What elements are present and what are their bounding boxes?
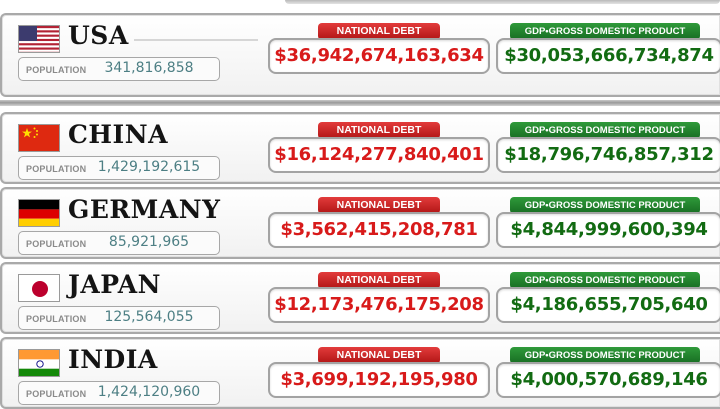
population-label: POPULATION <box>26 239 87 249</box>
gdp-badge: GDP•GROSS DOMESTIC PRODUCT <box>510 347 700 364</box>
gdp-badge: GDP•GROSS DOMESTIC PRODUCT <box>510 197 700 214</box>
country-row-india: INDIA POPULATION 1,424,120,960 NATIONAL … <box>0 337 720 409</box>
country-name: CHINA <box>68 120 168 149</box>
national-debt-value: $36,942,674,163,634 <box>274 45 484 66</box>
gdp-box: $30,053,666,734,874 <box>496 38 720 74</box>
national-debt-badge: NATIONAL DEBT <box>318 272 440 289</box>
top-border <box>285 0 720 4</box>
population-label: POPULATION <box>26 389 87 399</box>
gdp-box: $4,000,570,689,146 <box>496 362 720 398</box>
national-debt-box: $3,699,192,195,980 <box>268 362 490 398</box>
population-box: POPULATION 1,424,120,960 <box>18 381 220 405</box>
gdp-box: $4,844,999,600,394 <box>496 212 720 248</box>
population-value: 85,921,965 <box>108 234 190 250</box>
usa-flag-icon <box>18 25 60 53</box>
name-underline <box>134 39 258 41</box>
country-name: INDIA <box>68 345 158 374</box>
national-debt-badge: NATIONAL DEBT <box>318 23 440 40</box>
population-box: POPULATION 85,921,965 <box>18 231 220 255</box>
gdp-box: $4,186,655,705,640 <box>496 287 720 323</box>
gdp-value: $30,053,666,734,874 <box>504 45 714 66</box>
national-debt-value: $3,699,192,195,980 <box>280 369 478 390</box>
gdp-badge: GDP•GROSS DOMESTIC PRODUCT <box>510 122 700 139</box>
national-debt-badge: NATIONAL DEBT <box>318 197 440 214</box>
india-flag-icon <box>18 349 60 377</box>
gdp-value: $4,844,999,600,394 <box>510 219 708 240</box>
national-debt-box: $3,562,415,208,781 <box>268 212 490 248</box>
gdp-box: $18,796,746,857,312 <box>496 137 720 173</box>
population-label: POPULATION <box>26 65 87 75</box>
national-debt-box: $36,942,674,163,634 <box>268 38 490 74</box>
gdp-value: $4,000,570,689,146 <box>510 369 708 390</box>
population-value: 341,816,858 <box>104 60 194 76</box>
national-debt-badge: NATIONAL DEBT <box>318 347 440 364</box>
national-debt-value: $3,562,415,208,781 <box>280 219 478 240</box>
national-debt-box: $12,173,476,175,208 <box>268 287 490 323</box>
section-divider <box>0 100 720 106</box>
gdp-badge: GDP•GROSS DOMESTIC PRODUCT <box>510 272 700 289</box>
gdp-value: $18,796,746,857,312 <box>504 144 714 165</box>
population-label: POPULATION <box>26 164 87 174</box>
gdp-value: $4,186,655,705,640 <box>510 294 708 315</box>
national-debt-box: $16,124,277,840,401 <box>268 137 490 173</box>
population-box: POPULATION 1,429,192,615 <box>18 156 220 180</box>
country-name: JAPAN <box>68 270 161 299</box>
country-row-china: CHINA POPULATION 1,429,192,615 NATIONAL … <box>0 112 720 184</box>
germany-flag-icon <box>18 199 60 227</box>
population-label: POPULATION <box>26 314 87 324</box>
country-name: GERMANY <box>68 195 221 224</box>
national-debt-badge: NATIONAL DEBT <box>318 122 440 139</box>
population-box: POPULATION 125,564,055 <box>18 306 220 330</box>
country-row-japan: JAPAN POPULATION 125,564,055 NATIONAL DE… <box>0 262 720 334</box>
national-debt-value: $12,173,476,175,208 <box>274 294 484 315</box>
country-row-usa: USA POPULATION 341,816,858 NATIONAL DEBT… <box>0 13 720 97</box>
country-name: USA <box>68 21 129 50</box>
population-value: 1,424,120,960 <box>97 384 201 400</box>
population-value: 1,429,192,615 <box>97 159 201 175</box>
country-row-germany: GERMANY POPULATION 85,921,965 NATIONAL D… <box>0 187 720 259</box>
national-debt-value: $16,124,277,840,401 <box>274 144 484 165</box>
population-value: 125,564,055 <box>104 309 194 325</box>
china-flag-icon <box>18 124 60 152</box>
population-box: POPULATION 341,816,858 <box>18 57 220 81</box>
japan-flag-icon <box>18 274 60 302</box>
gdp-badge: GDP•GROSS DOMESTIC PRODUCT <box>510 23 700 40</box>
